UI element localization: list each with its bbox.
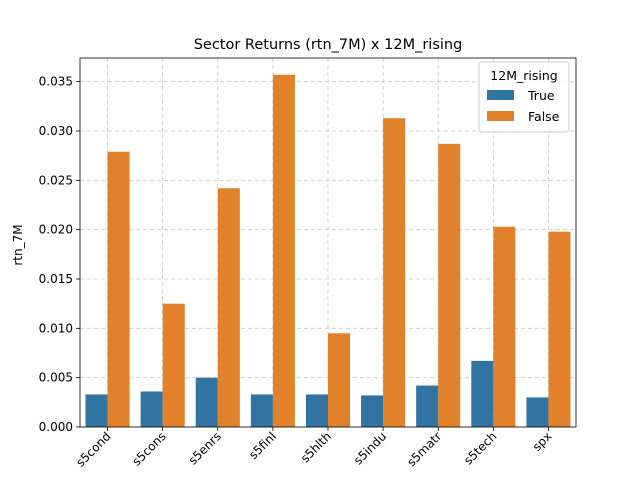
legend-swatch-true — [487, 90, 514, 100]
legend-swatch-false — [487, 111, 514, 121]
bars-layer — [85, 74, 571, 427]
y-tick-label: 0.020 — [39, 223, 73, 237]
bar-true-spx — [526, 397, 549, 427]
bar-true-s5cons — [140, 391, 163, 427]
bar-false-s5finl — [272, 74, 295, 427]
legend-entries: True False — [487, 88, 560, 124]
bar-false-s5cons — [162, 303, 185, 427]
bar-true-s5tech — [471, 360, 494, 427]
bar-false-s5hlth — [328, 333, 351, 427]
y-axis-label: rtn_7M — [11, 224, 25, 265]
bar-false-s5matr — [438, 143, 461, 427]
y-tick-label: 0.030 — [39, 124, 73, 138]
bar-true-s5enrs — [195, 377, 218, 427]
bar-false-s5enrs — [217, 188, 240, 427]
legend-title: 12M_rising — [490, 68, 557, 83]
bar-false-s5tech — [493, 226, 516, 427]
legend-label-false: False — [528, 109, 560, 124]
bar-false-spx — [548, 231, 571, 427]
bar-false-s5indu — [383, 118, 406, 427]
bar-true-s5finl — [250, 394, 273, 427]
bar-false-s5cond — [107, 151, 130, 427]
y-tick-label: 0.035 — [39, 75, 73, 89]
bar-true-s5indu — [361, 395, 384, 427]
y-tick-label: 0.000 — [39, 420, 73, 434]
chart-title: Sector Returns (rtn_7M) x 12M_rising — [194, 37, 463, 53]
y-tick-label: 0.015 — [39, 272, 73, 286]
bar-true-s5hlth — [305, 394, 328, 427]
y-tick-label: 0.005 — [39, 371, 73, 385]
bar-true-s5cond — [85, 394, 108, 427]
y-tick-label: 0.010 — [39, 321, 73, 335]
y-tick-label: 0.025 — [39, 173, 73, 187]
bar-true-s5matr — [416, 385, 439, 427]
legend-label-true: True — [527, 88, 555, 103]
legend: 12M_rising True False — [478, 61, 570, 133]
plot-frame — [79, 57, 577, 428]
